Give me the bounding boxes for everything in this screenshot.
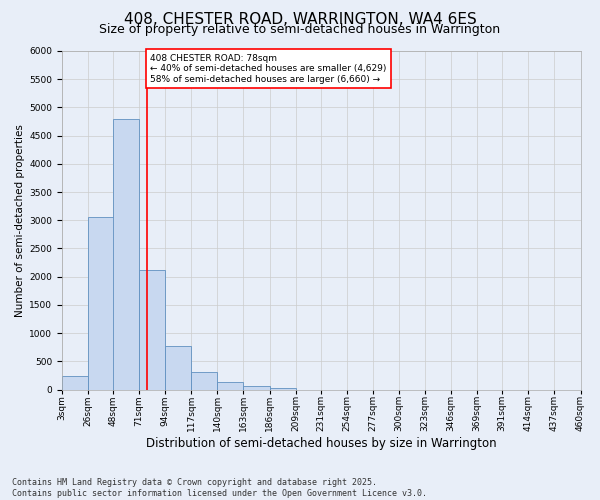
Bar: [113, 118, 139, 390]
Bar: [191, 372, 217, 390]
Bar: [139, 270, 165, 390]
Y-axis label: Number of semi-detached properties: Number of semi-detached properties: [15, 124, 25, 316]
Text: Size of property relative to semi-detached houses in Warrington: Size of property relative to semi-detach…: [100, 22, 500, 36]
Bar: [165, 346, 191, 390]
Bar: [88, 218, 114, 390]
Text: Contains HM Land Registry data © Crown copyright and database right 2025.
Contai: Contains HM Land Registry data © Crown c…: [12, 478, 427, 498]
X-axis label: Distribution of semi-detached houses by size in Warrington: Distribution of semi-detached houses by …: [146, 437, 497, 450]
Bar: [217, 382, 244, 390]
Bar: [62, 376, 88, 390]
Text: 408 CHESTER ROAD: 78sqm
← 40% of semi-detached houses are smaller (4,629)
58% of: 408 CHESTER ROAD: 78sqm ← 40% of semi-de…: [151, 54, 387, 84]
Bar: [269, 388, 296, 390]
Bar: [244, 386, 269, 390]
Text: 408, CHESTER ROAD, WARRINGTON, WA4 6ES: 408, CHESTER ROAD, WARRINGTON, WA4 6ES: [124, 12, 476, 28]
